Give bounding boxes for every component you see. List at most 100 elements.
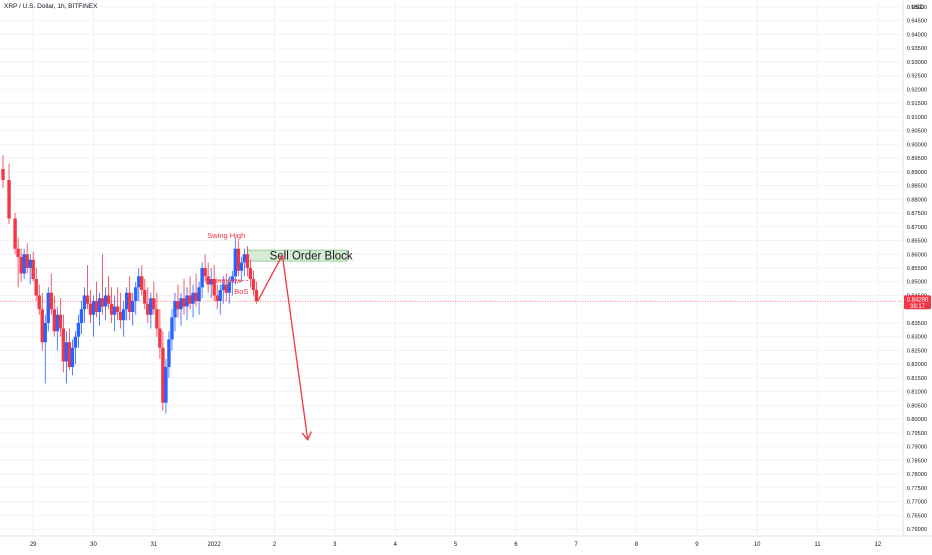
candle-body bbox=[221, 284, 225, 290]
candle-body bbox=[64, 342, 69, 362]
y-tick-label: 0.82000 bbox=[907, 362, 927, 368]
candle-body bbox=[7, 180, 11, 219]
y-tick-label: 0.93000 bbox=[907, 60, 927, 66]
x-tick-label: 2022 bbox=[208, 542, 222, 548]
y-tick-label: 0.80500 bbox=[907, 403, 927, 409]
y-tick-label: 0.76500 bbox=[907, 513, 927, 519]
candle-body bbox=[46, 292, 50, 323]
candle-body bbox=[79, 309, 84, 323]
candle-body bbox=[82, 295, 87, 310]
candle-body bbox=[239, 262, 244, 271]
candle-body bbox=[137, 276, 141, 288]
y-tick-label: 0.88000 bbox=[907, 197, 927, 203]
y-tick-label: 0.89000 bbox=[907, 170, 927, 176]
candle-body bbox=[58, 314, 63, 329]
candle-body bbox=[61, 328, 66, 362]
candle-body bbox=[218, 289, 222, 301]
x-tick-label: 4 bbox=[394, 542, 398, 548]
candle-body bbox=[125, 292, 129, 310]
candle-body bbox=[224, 284, 228, 293]
y-tick-label: 0.82500 bbox=[907, 348, 927, 354]
candle-body bbox=[146, 303, 150, 315]
candle-body bbox=[236, 248, 241, 271]
candle-body bbox=[37, 295, 41, 310]
y-tick-label: 0.93500 bbox=[907, 46, 927, 52]
y-tick-label: 0.83500 bbox=[907, 321, 927, 327]
symbol-title: XRP / U.S. Dollar, 1h, BITFINEX bbox=[4, 3, 98, 10]
candle-body bbox=[194, 292, 198, 301]
price-axis-panel[interactable] bbox=[903, 0, 932, 536]
candle-body bbox=[34, 278, 38, 296]
annotations: Swing High Swing Low BoS bbox=[205, 231, 248, 296]
y-tick-label: 0.92000 bbox=[907, 87, 927, 93]
y-tick-label: 0.94500 bbox=[907, 19, 927, 25]
x-tick-label: 31 bbox=[151, 542, 158, 548]
x-tick-label: 3 bbox=[333, 542, 337, 548]
y-tick-label: 0.77000 bbox=[907, 500, 927, 506]
candle-body bbox=[67, 342, 72, 367]
candle-body bbox=[158, 328, 162, 348]
candle-body bbox=[143, 289, 147, 304]
y-tick-label: 0.81000 bbox=[907, 390, 927, 396]
candle-body bbox=[49, 292, 53, 310]
time-axis-panel[interactable] bbox=[0, 536, 932, 550]
candle-body bbox=[128, 292, 132, 312]
last-price-countdown: 38:17 bbox=[910, 304, 926, 310]
candle-body bbox=[134, 287, 138, 301]
candles bbox=[1, 155, 259, 414]
y-tick-label: 0.92500 bbox=[907, 74, 927, 80]
y-tick-label: 0.85500 bbox=[907, 266, 927, 272]
x-tick-label: 2 bbox=[273, 542, 277, 548]
candle-body bbox=[254, 289, 259, 302]
x-tick-label: 9 bbox=[695, 542, 699, 548]
y-tick-label: 0.79000 bbox=[907, 445, 927, 451]
candle-body bbox=[215, 295, 219, 301]
x-tick-label: 12 bbox=[875, 542, 882, 548]
time-axis-ticks: 29 30 31 2022 2 3 4 5 6 7 8 9 10 11 12 bbox=[30, 542, 882, 548]
y-tick-label: 0.91500 bbox=[907, 101, 927, 107]
candle-body bbox=[245, 254, 250, 268]
x-tick-label: 29 bbox=[30, 542, 37, 548]
y-tick-label: 0.85000 bbox=[907, 280, 927, 286]
candle-body bbox=[97, 298, 102, 312]
candle-body bbox=[76, 322, 81, 337]
candle-body bbox=[161, 347, 165, 403]
y-tick-label: 0.78000 bbox=[907, 472, 927, 478]
candle-body bbox=[179, 298, 183, 310]
candle-body bbox=[112, 306, 117, 315]
y-tick-label: 0.78500 bbox=[907, 458, 927, 464]
candle-body bbox=[176, 300, 180, 310]
candle-body bbox=[52, 309, 57, 332]
candle-body bbox=[106, 295, 111, 304]
candle-body bbox=[131, 300, 135, 312]
candle-body bbox=[140, 276, 144, 290]
candle-body bbox=[164, 366, 168, 403]
candle-body bbox=[118, 311, 123, 321]
candle-body bbox=[191, 292, 195, 304]
candle-body bbox=[182, 298, 186, 307]
candle-body bbox=[248, 268, 253, 279]
projection-arrow-head bbox=[301, 431, 312, 442]
x-tick-label: 30 bbox=[90, 542, 97, 548]
y-tick-label: 0.83000 bbox=[907, 335, 927, 341]
y-tick-label: 0.87000 bbox=[907, 225, 927, 231]
candle-body bbox=[55, 314, 60, 332]
y-tick-label: 0.76000 bbox=[907, 527, 927, 533]
y-tick-label: 0.91000 bbox=[907, 115, 927, 121]
candle-body bbox=[233, 248, 238, 277]
projection-arrow[interactable] bbox=[257, 254, 309, 440]
candle-body bbox=[188, 295, 192, 304]
y-tick-label: 0.95000 bbox=[907, 5, 927, 11]
candle-body bbox=[109, 303, 114, 315]
swing-low-label: Swing Low bbox=[205, 276, 242, 285]
candle-body bbox=[230, 276, 234, 282]
candle-body bbox=[28, 259, 32, 268]
candle-body bbox=[13, 218, 17, 249]
candle-body bbox=[227, 281, 231, 293]
candle-body bbox=[152, 298, 156, 310]
candle-body bbox=[19, 257, 23, 274]
y-tick-label: 0.94000 bbox=[907, 32, 927, 38]
